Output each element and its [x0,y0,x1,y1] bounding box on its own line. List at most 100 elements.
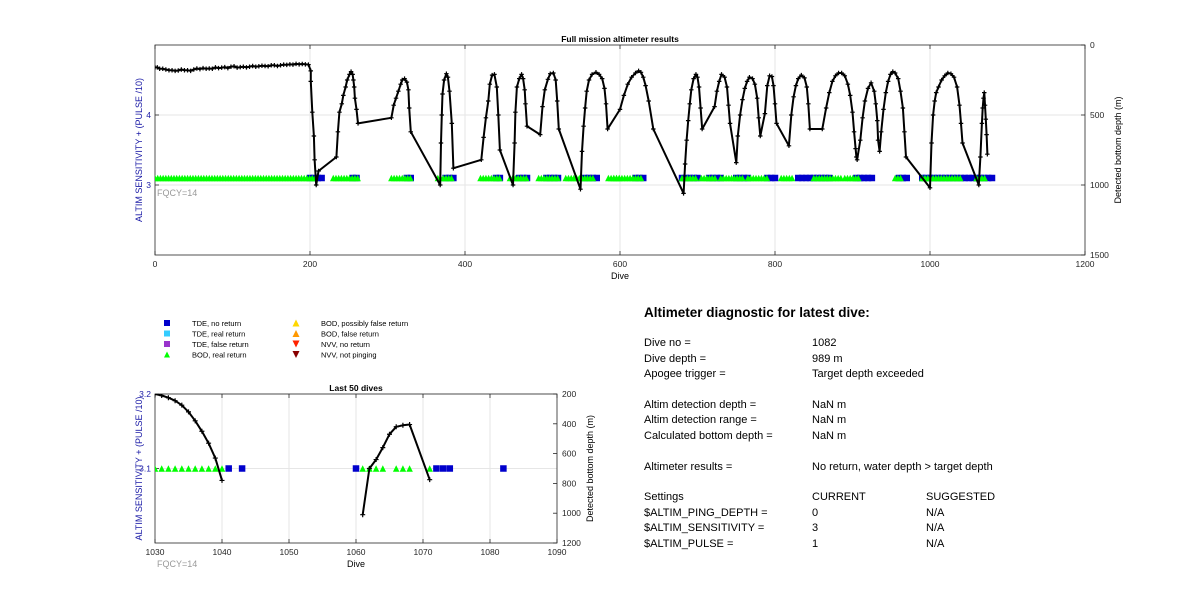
depth-point [163,67,169,72]
depth-point [617,107,623,112]
tde-marker [868,174,876,182]
tde-marker [225,465,232,472]
depth-point [603,101,609,107]
altimeter-results-label: Altimeter results = [644,460,733,473]
bod-marker [448,174,455,182]
depth-point [902,129,907,135]
depth-point [337,109,342,115]
depth-point [398,81,403,87]
depth-point [481,135,486,140]
depth-point [954,84,960,90]
tde-marker [899,174,907,182]
depth-point [871,88,877,94]
depth-point [982,102,988,108]
depth-point [854,154,859,160]
legend-label: BOD, real return [192,351,247,360]
bod-marker [426,465,433,472]
depth-point [839,70,844,76]
depth-point [554,98,560,104]
depth-point [860,115,865,121]
dive-no-label: Dive no = [644,337,691,349]
depth-point [698,105,703,111]
apogee-row: Apogee trigger = Target depth exceeded [644,367,1184,383]
legend-label: NVV, no return [321,340,370,349]
depth-point [948,71,954,76]
depth-point [774,121,779,126]
depth-point [389,115,394,121]
depth-point [929,140,934,146]
ping-depth-label: $ALTIM_PING_DEPTH = [644,506,768,519]
depth-point [213,65,218,70]
depth-point [981,95,986,101]
altim-detection-depth-value: NaN m [812,398,847,411]
depth-point [492,72,497,77]
depth-point [545,77,551,82]
depth-point [519,72,524,77]
depth-point [497,147,503,153]
depth-point [179,67,184,72]
depth-point [895,76,901,81]
depth-point [979,121,985,126]
y-right-tick-label: 1200 [562,538,581,548]
depth-point [155,65,160,70]
depth-point [984,132,989,137]
altim-detection-range-row: Altim detection range = NaN m [644,413,1184,429]
y-right-tick-label: 500 [1090,110,1104,120]
x-tick-label: 1040 [213,547,232,557]
depth-point [400,422,406,428]
depth-point [312,157,317,163]
depth-point [939,77,944,83]
depth-point [641,74,646,80]
x-axis-label: Dive [347,559,365,569]
depth-point [391,102,396,108]
depth-point [524,123,530,129]
depth-point [244,65,249,70]
depth-point [275,63,280,69]
depth-point [427,477,433,483]
legend-marker [292,351,300,358]
x-tick-label: 1050 [280,547,299,557]
depth-point [791,94,796,100]
depth-point [771,83,776,88]
tde-marker [802,174,810,182]
altim-detection-depth-row: Altim detection depth = NaN m [644,398,1184,414]
bod-marker [637,174,645,182]
depth-point [222,64,227,70]
depth-point [875,137,881,143]
pulse-current: 1 [812,537,819,550]
depth-point [310,109,315,115]
depth-point [354,107,359,112]
bod-marker [359,465,366,472]
depth-point [366,466,372,471]
dive-depth-label: Dive depth = [644,352,707,365]
legend-label: TDE, false return [192,340,249,349]
bod-marker [198,465,206,472]
depth-point [854,157,860,163]
tde-marker [961,174,969,182]
bod-marker [739,174,746,182]
depth-point [804,84,810,90]
depth-point [752,81,758,87]
bod-marker [399,465,407,472]
depth-point [830,79,835,84]
depth-point [691,76,696,81]
depth-point [767,73,772,79]
depth-point [408,129,413,135]
legend-label: TDE, real return [192,330,245,339]
depth-point [742,86,748,91]
depth-point [306,62,311,67]
sensitivity-current: 3 [812,522,819,535]
depth-point [796,76,801,81]
chart-1: 1030 1040 1050 1060 1070 1080 1090 3.1 3.2 200 400… [134,383,595,569]
y-right-tick-label: 800 [562,478,576,488]
y-left-tick-label: 3 [146,180,151,190]
depth-point [951,74,957,80]
depth-point [520,76,526,81]
legend-marker [164,351,170,358]
legend-marker [164,341,170,347]
x-tick-label: 600 [613,259,627,269]
tde-marker [694,174,701,182]
tde-marker [864,174,872,182]
x-tick-label: 1090 [548,547,567,557]
